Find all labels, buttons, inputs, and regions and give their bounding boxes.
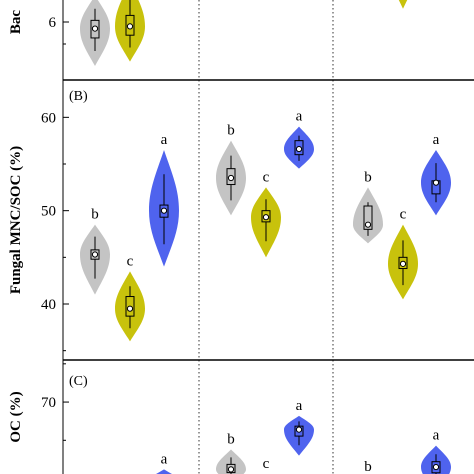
median-marker [91, 25, 99, 32]
median-marker [227, 174, 235, 182]
violin-blue [156, 469, 172, 474]
significance-label: c [263, 456, 270, 472]
y-tick-label: 70 [41, 395, 56, 411]
significance-label: a [296, 109, 303, 125]
y-tick-label: 6 [49, 15, 57, 31]
median-marker [432, 463, 440, 471]
median-marker [126, 23, 134, 30]
y-axis-label: OC (%) [8, 391, 24, 442]
plot-area: b c a b c a b c a [80, 109, 451, 342]
median-marker [432, 179, 440, 186]
y-tick-label: 50 [41, 204, 56, 220]
panel-label: (B) [69, 89, 88, 104]
significance-label: a [433, 428, 440, 444]
significance-label: c [127, 253, 134, 269]
y-tick-label: 60 [41, 472, 56, 474]
significance-label: a [296, 398, 303, 414]
y-tick-label: 40 [41, 297, 56, 313]
median-marker [126, 305, 134, 312]
violin-olive [398, 0, 408, 9]
plot-area [80, 0, 408, 66]
significance-label: b [364, 459, 372, 474]
median-marker [227, 466, 235, 473]
panel-1: 40 50 60 Fungal MNC/SOC (%) (B) b c a b c a b c a [8, 80, 474, 361]
median-marker [364, 221, 372, 228]
median-marker [295, 426, 303, 433]
significance-label: b [364, 169, 372, 185]
significance-label: b [227, 123, 235, 139]
significance-label: a [161, 451, 168, 467]
box [363, 205, 373, 230]
y-tick-label: 60 [41, 110, 56, 126]
y-axis-label: Bac [8, 10, 24, 35]
plot-area: a b c a b a [156, 398, 451, 474]
significance-label: b [91, 207, 99, 223]
median-marker [399, 260, 407, 267]
panel-label: (C) [69, 374, 88, 389]
significance-label: b [227, 431, 235, 447]
y-axis-label: Fungal MNC/SOC (%) [8, 146, 24, 294]
median-marker [91, 251, 99, 258]
median-marker [295, 145, 303, 153]
median-marker [262, 214, 270, 221]
median-marker [160, 207, 168, 214]
significance-label: c [400, 207, 407, 223]
panel-2: 60 70 OC (%) (C) a b c a b a [8, 360, 451, 474]
significance-label: a [161, 132, 168, 148]
significance-label: c [263, 169, 270, 185]
significance-label: a [433, 132, 440, 148]
panel-0: 6 Bac [8, 0, 474, 81]
